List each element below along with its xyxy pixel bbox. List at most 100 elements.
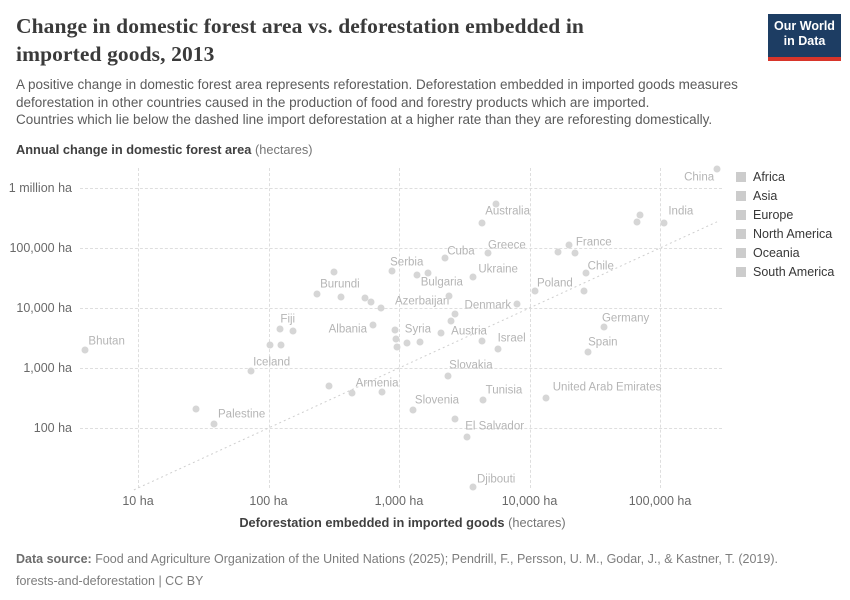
- data-point-india[interactable]: [660, 219, 668, 227]
- data-point-israel[interactable]: [494, 345, 502, 353]
- data-point-united-arab-emirates[interactable]: [542, 394, 550, 402]
- country-label[interactable]: Denmark: [464, 299, 512, 312]
- country-label[interactable]: Djibouti: [476, 473, 516, 486]
- data-point-bhutan[interactable]: [81, 346, 89, 354]
- legend-item-oceania[interactable]: Oceania: [736, 243, 800, 262]
- data-point[interactable]: [424, 269, 432, 277]
- data-point[interactable]: [325, 382, 333, 390]
- data-point-poland[interactable]: [531, 287, 539, 295]
- country-label[interactable]: Chile: [587, 260, 614, 273]
- country-label[interactable]: Tunisia: [485, 384, 523, 397]
- data-point[interactable]: [392, 335, 400, 343]
- legend-item-africa[interactable]: Africa: [736, 167, 785, 186]
- data-point-tunisia[interactable]: [479, 396, 487, 404]
- country-label[interactable]: Australia: [485, 205, 530, 218]
- country-label[interactable]: Armenia: [355, 377, 399, 390]
- data-point-serbia[interactable]: [388, 267, 396, 275]
- data-point[interactable]: [393, 343, 401, 351]
- data-point[interactable]: [580, 287, 588, 295]
- country-label[interactable]: Bulgaria: [420, 276, 463, 289]
- country-label[interactable]: India: [668, 205, 694, 218]
- data-point-azerbaijan[interactable]: [377, 304, 385, 312]
- country-label[interactable]: Poland: [536, 277, 573, 290]
- country-label[interactable]: Israel: [497, 332, 526, 345]
- data-point-australia[interactable]: [492, 200, 500, 208]
- dataset-link[interactable]: forests-and-deforestation: [16, 574, 155, 588]
- country-label[interactable]: Bhutan: [88, 335, 125, 348]
- data-point[interactable]: [192, 405, 200, 413]
- data-point-denmark[interactable]: [513, 300, 521, 308]
- data-point[interactable]: [378, 388, 386, 396]
- chart-title-line2: imported goods, 2013: [16, 42, 215, 66]
- legend-item-north-america[interactable]: North America: [736, 224, 832, 243]
- data-point-palestine[interactable]: [210, 420, 218, 428]
- data-point-slovakia[interactable]: [444, 372, 452, 380]
- data-point-syria[interactable]: [391, 326, 399, 334]
- data-point-djibouti[interactable]: [469, 483, 477, 491]
- data-point[interactable]: [445, 292, 453, 300]
- data-point-austria[interactable]: [437, 329, 445, 337]
- data-point-albania[interactable]: [369, 321, 377, 329]
- license-link[interactable]: CC BY: [165, 574, 204, 588]
- data-point-spain[interactable]: [584, 348, 592, 356]
- country-label[interactable]: Syria: [404, 323, 431, 336]
- country-label[interactable]: Albania: [328, 323, 367, 336]
- y-tick-label: 100 ha: [33, 421, 72, 435]
- country-label[interactable]: Slovakia: [449, 359, 493, 372]
- data-point[interactable]: [337, 293, 345, 301]
- data-point[interactable]: [361, 294, 369, 302]
- legend-item-asia[interactable]: Asia: [736, 186, 777, 205]
- data-point[interactable]: [289, 327, 297, 335]
- country-label[interactable]: El Salvador: [465, 420, 525, 433]
- data-point[interactable]: [330, 268, 338, 276]
- data-point-cuba[interactable]: [441, 254, 449, 262]
- data-point[interactable]: [416, 338, 424, 346]
- data-point[interactable]: [403, 339, 411, 347]
- data-point-bulgaria[interactable]: [413, 271, 421, 279]
- data-point[interactable]: [447, 317, 455, 325]
- data-point[interactable]: [636, 211, 644, 219]
- country-label[interactable]: Germany: [601, 312, 650, 325]
- owid-logo[interactable]: Our World in Data: [768, 14, 841, 61]
- data-point-germany[interactable]: [600, 323, 608, 331]
- country-label[interactable]: Austria: [451, 325, 487, 338]
- data-point-ukraine[interactable]: [469, 273, 477, 281]
- country-label[interactable]: Burundi: [320, 278, 360, 291]
- country-label[interactable]: Ukraine: [478, 263, 518, 276]
- data-point-fiji[interactable]: [276, 325, 284, 333]
- data-point[interactable]: [266, 341, 274, 349]
- data-point[interactable]: [633, 218, 641, 226]
- data-point-el-salvador[interactable]: [463, 433, 471, 441]
- data-point[interactable]: [367, 298, 375, 306]
- country-label[interactable]: Azerbaijan: [394, 295, 450, 308]
- y-gridline: [80, 188, 722, 189]
- data-point[interactable]: [478, 337, 486, 345]
- data-point[interactable]: [451, 310, 459, 318]
- data-point-france[interactable]: [565, 241, 573, 249]
- data-point[interactable]: [277, 341, 285, 349]
- country-label[interactable]: China: [684, 171, 715, 184]
- legend-item-europe[interactable]: Europe: [736, 205, 793, 224]
- country-label[interactable]: Slovenia: [414, 394, 460, 407]
- data-point-slovenia[interactable]: [409, 406, 417, 414]
- data-point-china[interactable]: [713, 165, 721, 173]
- country-label[interactable]: France: [575, 236, 612, 249]
- legend-item-south-america[interactable]: South America: [736, 262, 834, 281]
- data-point[interactable]: [571, 249, 579, 257]
- data-point-iceland[interactable]: [247, 367, 255, 375]
- data-point-burundi[interactable]: [313, 290, 321, 298]
- data-point-greece[interactable]: [484, 249, 492, 257]
- data-point[interactable]: [451, 415, 459, 423]
- country-label[interactable]: Palestine: [218, 408, 266, 421]
- country-label[interactable]: Cuba: [447, 245, 475, 258]
- country-label[interactable]: Spain: [588, 336, 618, 349]
- data-point-armenia[interactable]: [348, 389, 356, 397]
- country-label[interactable]: United Arab Emirates: [552, 381, 662, 394]
- country-label[interactable]: Serbia: [390, 256, 424, 269]
- data-point[interactable]: [554, 248, 562, 256]
- data-point-chile[interactable]: [582, 269, 590, 277]
- country-label[interactable]: Fiji: [280, 313, 296, 326]
- data-point[interactable]: [478, 219, 486, 227]
- country-label[interactable]: Iceland: [253, 356, 291, 369]
- country-label[interactable]: Greece: [488, 239, 526, 252]
